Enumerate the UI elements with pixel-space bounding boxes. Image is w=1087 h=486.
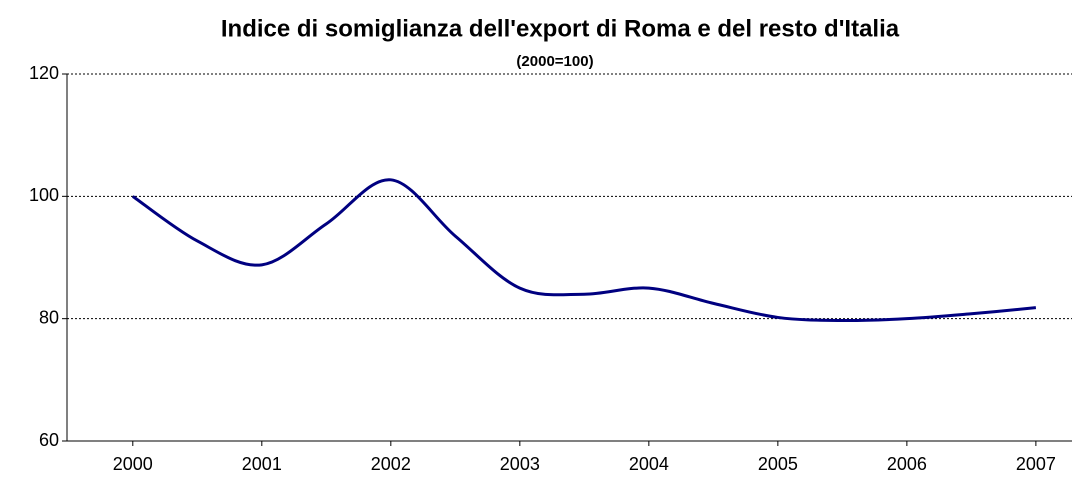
chart-subtitle: (2000=100) [516, 53, 593, 70]
y-tick-label: 120 [29, 63, 59, 83]
line [131, 178, 1037, 323]
x-tick-label: 2003 [500, 454, 540, 474]
x-tick-label: 2006 [887, 454, 927, 474]
x-tick-label: 2001 [242, 454, 282, 474]
x-tick-label: 2002 [371, 454, 411, 474]
x-tick-label: 2005 [758, 454, 798, 474]
y-tick-label: 80 [39, 307, 59, 327]
x-tick-label: 2000 [113, 454, 153, 474]
y-tick-label: 100 [29, 185, 59, 205]
chart-title: Indice di somiglianza dell'export di Rom… [221, 15, 900, 42]
x-tick-label: 2007 [1016, 454, 1056, 474]
x-tick-label: 2004 [629, 454, 669, 474]
y-tick-label: 60 [39, 430, 59, 450]
